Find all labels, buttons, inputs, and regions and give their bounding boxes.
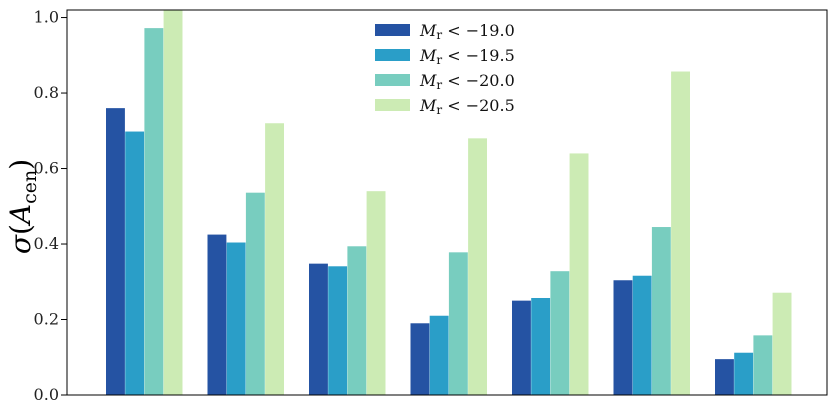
bar-series4-group6 — [671, 71, 690, 395]
bar-series1-group3 — [309, 263, 328, 395]
bar-series2-group2 — [226, 242, 246, 395]
bar-series3-group3 — [347, 246, 367, 395]
axes-layer: 0.0 0.2 0.4 0.6 0.8 1.0 — [34, 8, 828, 404]
bar-series2-group6 — [632, 275, 652, 395]
bar-series2-group4 — [429, 315, 449, 395]
y-tick-label: 0.0 — [34, 385, 59, 404]
y-tick-label: 0.4 — [34, 234, 59, 253]
bar-series4-group3 — [366, 191, 386, 395]
plot-frame — [66, 9, 828, 396]
bar-series1-group5 — [512, 300, 531, 395]
legend: Mr < −19.0 Mr < −19.5 Mr < −20.0 Mr < −20.5 — [375, 21, 515, 117]
bar-series1-group6 — [613, 280, 633, 395]
legend-swatch-series3 — [375, 74, 410, 86]
bar-series2-group3 — [328, 266, 348, 395]
bar-series1-group7 — [715, 359, 734, 395]
bar-series4-group1 — [163, 10, 183, 395]
bar-series3-group5 — [550, 271, 570, 395]
y-tick-label: 0.6 — [34, 159, 59, 178]
bar-series4-group7 — [772, 292, 792, 395]
bar-series3-group2 — [245, 192, 265, 395]
bar-series4-group5 — [569, 153, 589, 395]
y-tick-label: 0.8 — [34, 83, 59, 102]
bar-series2-group1 — [125, 131, 145, 395]
bar-series4-group2 — [265, 123, 284, 395]
legend-label-series1: Mr < −19.0 — [419, 21, 515, 42]
bar-series3-group4 — [448, 252, 468, 395]
bar-series3-group1 — [144, 28, 164, 395]
legend-swatch-series2 — [375, 49, 410, 61]
bar-series3-group7 — [753, 335, 773, 395]
bar-series1-group4 — [410, 323, 430, 395]
bar-series4-group4 — [468, 138, 487, 395]
legend-swatch-series1 — [375, 24, 410, 36]
legend-label-series3: Mr < −20.0 — [419, 71, 515, 92]
legend-swatch-series4 — [375, 99, 410, 111]
bar-series3-group6 — [651, 227, 671, 395]
bar-series1-group1 — [106, 108, 125, 395]
legend-label-series4: Mr < −20.5 — [419, 96, 515, 117]
bar-series2-group5 — [531, 297, 551, 395]
bar-series1-group2 — [207, 234, 227, 395]
y-tick-label: 1.0 — [34, 8, 59, 27]
y-axis-title: σ(Acen) — [4, 159, 41, 254]
legend-label-series2: Mr < −19.5 — [419, 46, 515, 67]
bar-series2-group7 — [734, 352, 754, 395]
y-tick-label: 0.2 — [34, 310, 59, 329]
bars-layer — [106, 10, 792, 395]
